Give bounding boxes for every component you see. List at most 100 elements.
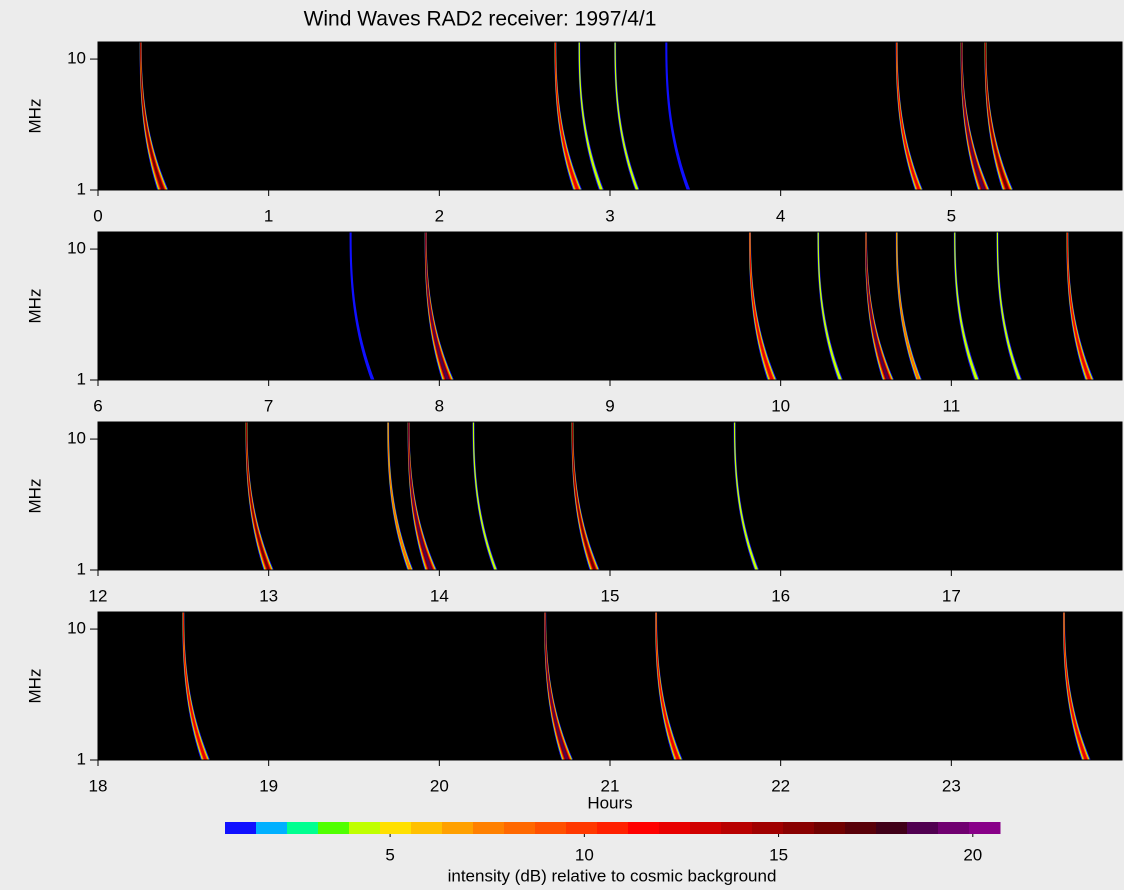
- x-tick-label: 14: [430, 586, 449, 605]
- colorbar-swatch: [504, 822, 536, 834]
- burst: [960, 42, 990, 190]
- colorbar-swatch: [814, 822, 846, 834]
- burst: [472, 422, 498, 570]
- burst: [733, 422, 760, 570]
- y-axis-label: MHz: [25, 99, 44, 134]
- plot-area: [98, 42, 1122, 190]
- y-tick-label: 10: [67, 619, 86, 638]
- burst: [665, 42, 691, 190]
- burst-layer: [954, 232, 979, 380]
- burst: [544, 612, 574, 760]
- y-tick-label: 10: [67, 429, 86, 448]
- colorbar-swatch: [566, 822, 598, 834]
- x-tick-label: 22: [771, 776, 790, 795]
- burst: [996, 232, 1023, 380]
- colorbar-tick-label: 10: [575, 845, 594, 864]
- colorbar-swatch: [783, 822, 815, 834]
- colorbar-swatch: [628, 822, 660, 834]
- x-tick-label: 18: [89, 776, 108, 795]
- x-tick-label: 11: [943, 396, 961, 415]
- burst-layer: [665, 42, 691, 190]
- chart-title: Wind Waves RAD2 receiver: 1997/4/1: [304, 8, 657, 31]
- burst: [571, 422, 600, 570]
- burst-layer: [555, 42, 580, 190]
- burst: [578, 42, 605, 190]
- y-axis-label: MHz: [25, 479, 44, 514]
- burst-layer: [140, 42, 165, 190]
- x-tick-label: 4: [776, 206, 785, 225]
- burst-layer: [655, 612, 680, 760]
- plot-area: [98, 232, 1122, 380]
- y-axis-label: MHz: [25, 289, 44, 324]
- colorbar-tick-label: 5: [385, 845, 394, 864]
- burst: [1062, 612, 1091, 760]
- burst-layer: [1067, 232, 1092, 380]
- colorbar-swatch: [659, 822, 691, 834]
- burst-layer: [896, 42, 921, 190]
- burst-layer: [985, 42, 1010, 190]
- x-tick-label: 9: [605, 396, 614, 415]
- colorbar-swatch: [597, 822, 629, 834]
- burst: [984, 42, 1014, 190]
- x-tick-label: 8: [435, 396, 444, 415]
- colorbar-swatch: [442, 822, 474, 834]
- burst-layer: [578, 42, 604, 190]
- burst-layer: [749, 232, 774, 380]
- x-tick-label: 12: [89, 586, 108, 605]
- colorbar-swatch: [349, 822, 381, 834]
- x-tick-label: 16: [771, 586, 790, 605]
- colorbar-swatch: [876, 822, 908, 834]
- burst: [895, 42, 924, 190]
- colorbar-tick-label: 15: [769, 845, 788, 864]
- burst: [182, 612, 211, 760]
- burst-layer: [182, 612, 208, 760]
- x-tick-label: 10: [771, 396, 790, 415]
- x-tick-label: 2: [435, 206, 444, 225]
- burst: [864, 232, 895, 380]
- plot-area: [98, 612, 1122, 760]
- burst: [817, 232, 843, 380]
- colorbar-swatch: [225, 822, 257, 834]
- x-tick-label: 1: [264, 206, 273, 225]
- x-tick-label: 3: [605, 206, 614, 225]
- x-tick-label: 15: [601, 586, 620, 605]
- y-tick-label: 10: [67, 49, 86, 68]
- colorbar-swatch: [380, 822, 412, 834]
- y-tick-label: 1: [77, 749, 86, 768]
- x-tick-label: 23: [942, 776, 961, 795]
- colorbar-swatch: [907, 822, 939, 834]
- x-tick-label: 5: [947, 206, 956, 225]
- colorbar-swatch: [752, 822, 784, 834]
- colorbar-swatch: [256, 822, 288, 834]
- x-tick-label: 17: [942, 586, 961, 605]
- burst-layer: [733, 422, 759, 570]
- burst: [1066, 232, 1095, 380]
- colorbar-swatch: [411, 822, 443, 834]
- x-tick-label: 20: [430, 776, 449, 795]
- burst: [953, 232, 980, 380]
- x-tick-label: 0: [93, 206, 102, 225]
- burst: [895, 232, 922, 380]
- plot-area: [98, 422, 1122, 570]
- y-tick-label: 1: [77, 559, 86, 578]
- colorbar-swatch: [473, 822, 505, 834]
- burst-layer: [996, 232, 1022, 380]
- burst: [554, 42, 583, 190]
- x-tick-label: 6: [93, 396, 102, 415]
- colorbar-swatch: [535, 822, 567, 834]
- y-tick-label: 1: [77, 179, 86, 198]
- colorbar-swatch: [969, 822, 1001, 834]
- x-axis-label: Hours: [587, 793, 632, 812]
- burst: [655, 612, 683, 760]
- burst: [139, 42, 169, 190]
- burst-layer: [614, 42, 639, 190]
- colorbar-tick-label: 20: [963, 845, 982, 864]
- burst-layer: [1063, 612, 1088, 760]
- y-tick-label: 10: [67, 239, 86, 258]
- burst: [614, 42, 640, 190]
- colorbar-swatch: [938, 822, 970, 834]
- y-tick-label: 1: [77, 369, 86, 388]
- burst: [748, 232, 777, 380]
- burst: [245, 422, 274, 570]
